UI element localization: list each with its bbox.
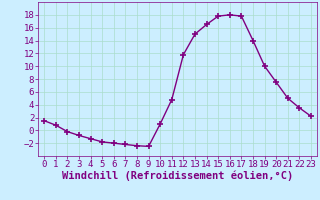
X-axis label: Windchill (Refroidissement éolien,°C): Windchill (Refroidissement éolien,°C)	[62, 171, 293, 181]
